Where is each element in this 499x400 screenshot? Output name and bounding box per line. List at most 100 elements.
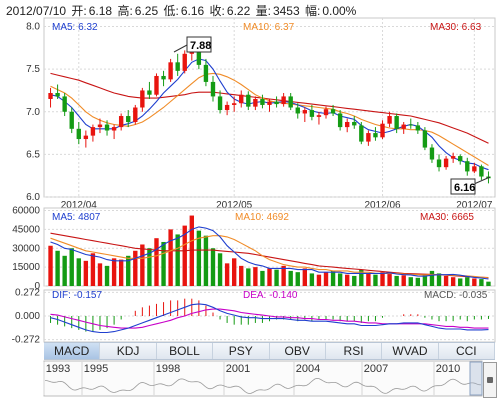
macd-dea-label: DEA: -0.140	[243, 290, 298, 301]
candle-body	[472, 166, 477, 172]
volume-bar	[267, 268, 272, 286]
candle-body	[465, 161, 470, 172]
volume-y-tick: 0	[34, 281, 40, 292]
price-y-tick: 6.0	[26, 192, 40, 203]
max-callout: 7.88	[173, 36, 212, 53]
volume-bar	[302, 268, 308, 286]
volume-bar	[260, 270, 265, 286]
candle-body	[55, 93, 60, 97]
volume-bar	[387, 274, 392, 286]
volume-bar	[133, 250, 138, 286]
volume-bar	[309, 273, 315, 286]
candle-body	[147, 90, 152, 95]
candle-body	[48, 93, 53, 99]
header-date: 2012/07/10	[6, 4, 67, 18]
tab-wvad[interactable]: WVAD	[382, 343, 439, 359]
volume-bar	[345, 274, 350, 286]
candle-body	[380, 123, 385, 138]
volume-bar	[210, 248, 216, 286]
macd-y-tick: 0.272	[15, 287, 40, 298]
volume-bar	[83, 260, 89, 286]
candle-body	[345, 121, 350, 128]
volume-bar	[401, 275, 406, 286]
volume-bar	[429, 270, 435, 286]
price-x-tick: 2012/05	[216, 200, 253, 211]
volume-bar	[380, 272, 385, 286]
overview-year-label: 2010	[436, 363, 460, 375]
volume-bar	[436, 273, 442, 286]
overview-history-line	[44, 377, 482, 394]
volume-bar	[111, 258, 117, 286]
candle-body	[429, 147, 435, 160]
volume-bar	[450, 277, 456, 286]
candle-body	[111, 127, 117, 131]
volume-bar	[472, 278, 477, 286]
header-volume: 3453	[272, 4, 300, 18]
volume-bar	[246, 268, 251, 286]
volume-ma30-line	[50, 232, 489, 279]
candle-body	[366, 133, 371, 142]
tab-obv[interactable]: OBV	[270, 343, 326, 359]
tab-rsi[interactable]: RSI	[326, 343, 383, 359]
overview-year-label: 2004	[296, 363, 320, 375]
candle-body	[479, 166, 484, 177]
header-volume-label: 量:	[255, 4, 271, 18]
price-y-tick: 6.5	[26, 149, 40, 160]
overview-scroll-handle[interactable]	[483, 362, 497, 398]
candle-body	[337, 113, 343, 128]
volume-y-tick: 45000	[12, 224, 40, 235]
volume-y-tick: 15000	[12, 262, 40, 273]
price-ma5-label: MA5: 6.32	[52, 22, 98, 33]
candle-body	[253, 98, 258, 107]
tab-boll[interactable]: BOLL	[157, 343, 214, 359]
volume-bar	[274, 269, 279, 286]
volume-bar	[182, 225, 187, 286]
volume-bar	[479, 279, 484, 286]
header-low: 6.16	[180, 4, 205, 18]
volume-bar	[217, 253, 223, 286]
volume-bar	[69, 248, 74, 286]
candle-body	[246, 94, 251, 107]
header-change-label: 幅:	[304, 4, 321, 18]
price-ma10-label: MA10: 6.37	[243, 22, 295, 33]
volume-ma10-line	[50, 235, 489, 279]
candle-body	[295, 107, 300, 114]
volume-bar	[288, 270, 293, 286]
candle-body	[126, 116, 131, 122]
volume-bar	[330, 270, 336, 286]
candle-body	[182, 53, 187, 71]
candle-body	[140, 90, 145, 108]
candle-body	[62, 96, 67, 112]
header-close: 6.22	[226, 4, 251, 18]
tab-macd[interactable]: MACD	[44, 343, 101, 359]
volume-bar	[359, 269, 364, 286]
candle-body	[224, 104, 230, 111]
header-open-label: 开:	[71, 4, 87, 18]
candle-body	[302, 110, 308, 114]
tab-cci[interactable]: CCI	[439, 343, 495, 359]
overview-selection[interactable]	[469, 361, 483, 396]
volume-bar	[281, 265, 286, 286]
overview-strip[interactable]	[43, 360, 483, 397]
min-callout: 6.16	[450, 176, 491, 195]
price-ma30-label: MA30: 6.63	[430, 22, 482, 33]
max-callout-text: 7.88	[190, 40, 211, 52]
price-y-tick: 7.0	[26, 107, 40, 118]
price-y-tick: 7.5	[26, 64, 40, 75]
candle-body	[203, 64, 209, 82]
candle-body	[69, 111, 74, 129]
price-y-tick: 8.0	[26, 22, 40, 33]
candle-body	[323, 109, 329, 116]
volume-bar	[316, 274, 322, 286]
volume-bar	[48, 245, 53, 286]
candle-body	[196, 41, 202, 65]
candle-body	[274, 101, 279, 105]
candle-body	[288, 96, 293, 108]
volume-y-tick: 30000	[12, 243, 40, 254]
ohlc-header: 2012/07/10 开: 6.18 高: 6.25 低: 6.16 收: 6.22 量…	[6, 2, 358, 19]
volume-bar	[465, 277, 470, 286]
tab-kdj[interactable]: KDJ	[100, 343, 157, 359]
header-high: 6.25	[134, 4, 159, 18]
tab-psy[interactable]: PSY	[213, 343, 270, 359]
candle-body	[133, 107, 138, 122]
